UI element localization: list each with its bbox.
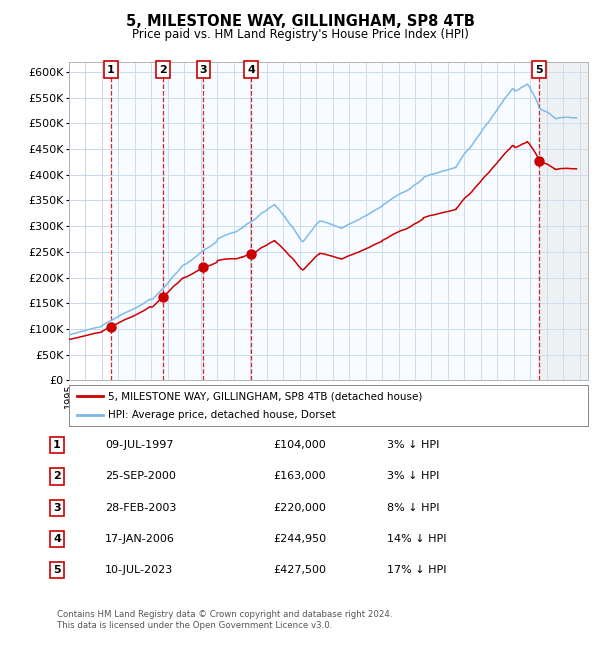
Text: 1: 1 [107,64,115,75]
Text: Price paid vs. HM Land Registry's House Price Index (HPI): Price paid vs. HM Land Registry's House … [131,28,469,41]
Bar [539,62,588,380]
Text: 25-SEP-2000: 25-SEP-2000 [105,471,176,482]
Text: 10-JUL-2023: 10-JUL-2023 [105,565,173,575]
Text: 14% ↓ HPI: 14% ↓ HPI [387,534,446,544]
Text: £163,000: £163,000 [273,471,326,482]
Text: Contains HM Land Registry data © Crown copyright and database right 2024.: Contains HM Land Registry data © Crown c… [57,610,392,619]
Text: 28-FEB-2003: 28-FEB-2003 [105,502,176,513]
Bar [110,62,163,380]
Bar [203,62,251,380]
Text: 5, MILESTONE WAY, GILLINGHAM, SP8 4TB: 5, MILESTONE WAY, GILLINGHAM, SP8 4TB [125,14,475,29]
Text: 17% ↓ HPI: 17% ↓ HPI [387,565,446,575]
Text: £220,000: £220,000 [273,502,326,513]
Text: 5: 5 [535,64,543,75]
Text: HPI: Average price, detached house, Dorset: HPI: Average price, detached house, Dors… [108,410,335,420]
Text: 5, MILESTONE WAY, GILLINGHAM, SP8 4TB (detached house): 5, MILESTONE WAY, GILLINGHAM, SP8 4TB (d… [108,391,422,401]
Text: 2: 2 [53,471,61,482]
Text: 4: 4 [247,64,255,75]
Bar [163,62,203,380]
Text: 3: 3 [200,64,207,75]
Text: 3% ↓ HPI: 3% ↓ HPI [387,471,439,482]
Text: £427,500: £427,500 [273,565,326,575]
Text: 8% ↓ HPI: 8% ↓ HPI [387,502,439,513]
Text: 3: 3 [53,502,61,513]
Text: 1: 1 [53,440,61,450]
Text: 4: 4 [53,534,61,544]
Bar [251,62,539,380]
Text: This data is licensed under the Open Government Licence v3.0.: This data is licensed under the Open Gov… [57,621,332,630]
Text: 09-JUL-1997: 09-JUL-1997 [105,440,173,450]
Text: £104,000: £104,000 [273,440,326,450]
Text: £244,950: £244,950 [273,534,326,544]
Text: 17-JAN-2006: 17-JAN-2006 [105,534,175,544]
Text: 3% ↓ HPI: 3% ↓ HPI [387,440,439,450]
Text: 2: 2 [160,64,167,75]
Text: 5: 5 [53,565,61,575]
